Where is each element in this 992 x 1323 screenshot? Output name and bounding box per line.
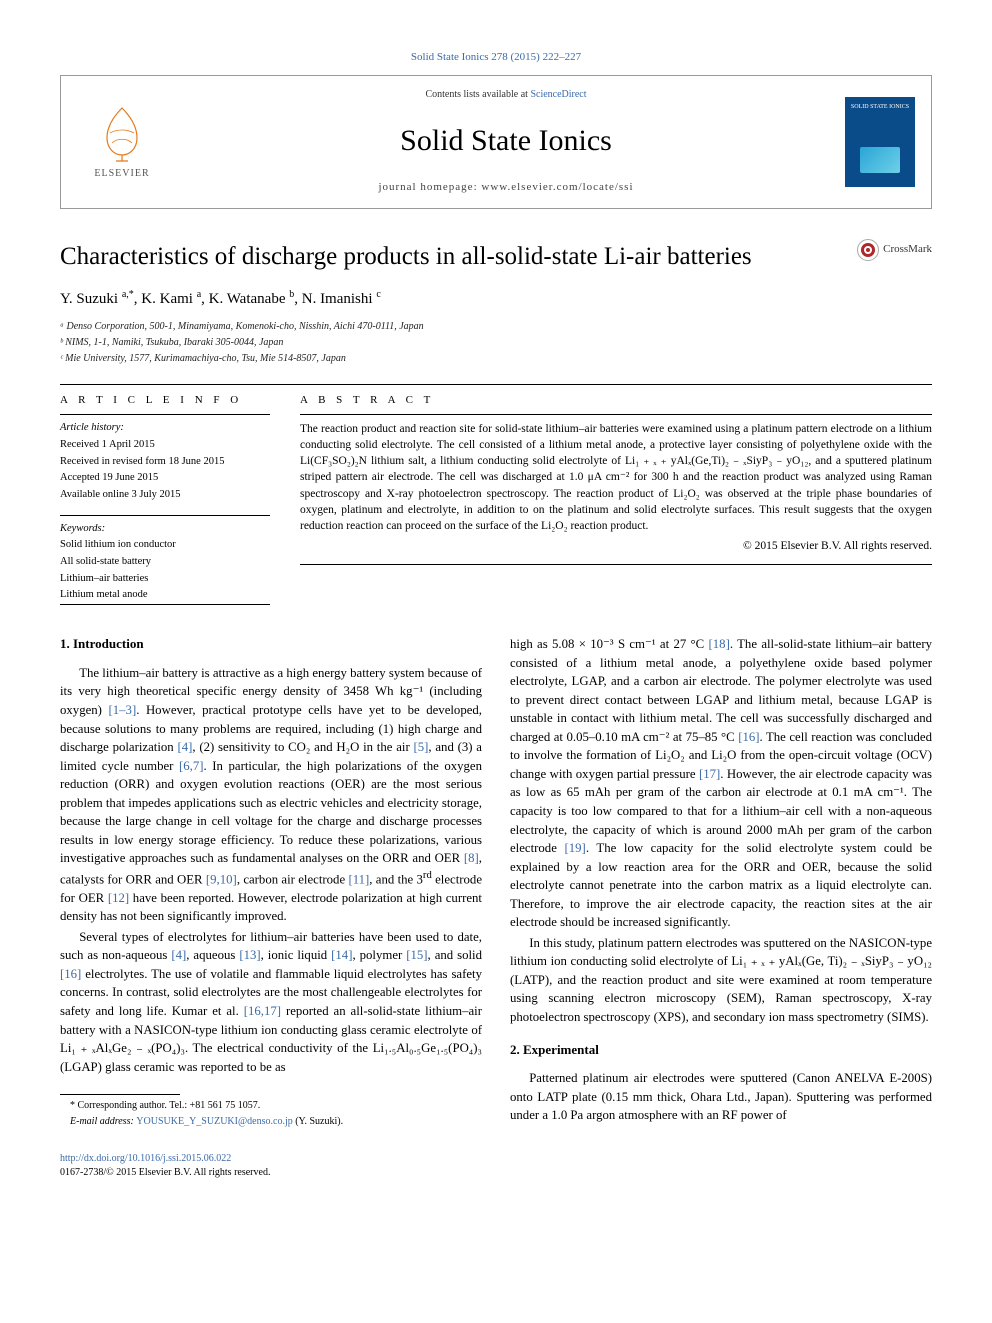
elsevier-tree-icon	[92, 103, 152, 163]
footnote-separator	[60, 1094, 180, 1095]
crossmark-icon	[857, 239, 879, 261]
email-label: E-mail address:	[70, 1116, 136, 1127]
keyword-1: Solid lithium ion conductor	[60, 538, 270, 553]
article-info-heading: A R T I C L E I N F O	[60, 393, 270, 415]
doi-link[interactable]: http://dx.doi.org/10.1016/j.ssi.2015.06.…	[60, 1153, 231, 1164]
elsevier-label: ELSEVIER	[94, 167, 149, 181]
keyword-2: All solid-state battery	[60, 555, 270, 570]
homepage-url: www.elsevier.com/locate/ssi	[481, 181, 633, 193]
journal-reference: Solid State Ionics 278 (2015) 222–227	[60, 50, 932, 65]
article-info-column: A R T I C L E I N F O Article history: R…	[60, 393, 270, 605]
affiliations: ᵃ Denso Corporation, 500-1, Minamiyama, …	[60, 320, 932, 366]
keyword-4: Lithium metal anode	[60, 588, 270, 603]
section-2-heading: 2. Experimental	[510, 1041, 932, 1060]
journal-homepage: journal homepage: www.elsevier.com/locat…	[167, 180, 845, 195]
intro-paragraph-4: In this study, platinum pattern electrod…	[510, 934, 932, 1027]
email-line: E-mail address: YOUSUKE_Y_SUZUKI@denso.c…	[60, 1115, 482, 1130]
abstract-copyright: © 2015 Elsevier B.V. All rights reserved…	[300, 538, 932, 554]
issn-copyright: 0167-2738/© 2015 Elsevier B.V. All right…	[60, 1167, 270, 1178]
email-suffix: (Y. Suzuki).	[293, 1116, 343, 1127]
corresponding-author: * Corresponding author. Tel.: +81 561 75…	[60, 1099, 482, 1114]
intro-paragraph-2: Several types of electrolytes for lithiu…	[60, 928, 482, 1076]
contents-prefix: Contents lists available at	[425, 89, 530, 100]
abstract-column: A B S T R A C T The reaction product and…	[300, 393, 932, 605]
author-email-link[interactable]: YOUSUKE_Y_SUZUKI@denso.co.jp	[136, 1116, 292, 1127]
elsevier-logo: ELSEVIER	[77, 97, 167, 187]
footnotes: * Corresponding author. Tel.: +81 561 75…	[60, 1099, 482, 1129]
article-history-label: Article history:	[60, 421, 270, 436]
keywords-label: Keywords:	[60, 522, 270, 537]
body-two-column: 1. Introduction The lithium–air battery …	[60, 635, 932, 1130]
history-online: Available online 3 July 2015	[60, 488, 270, 503]
abstract-heading: A B S T R A C T	[300, 393, 932, 415]
page-footer: http://dx.doi.org/10.1016/j.ssi.2015.06.…	[60, 1152, 932, 1180]
journal-name: Solid State Ionics	[167, 120, 845, 162]
author-list: Y. Suzuki a,*, K. Kami a, K. Watanabe b,…	[60, 288, 932, 310]
separator-rule	[60, 384, 932, 385]
crossmark-label: CrossMark	[883, 242, 932, 257]
contents-available-line: Contents lists available at ScienceDirec…	[167, 88, 845, 102]
sciencedirect-link[interactable]: ScienceDirect	[530, 89, 586, 100]
cover-graphic	[860, 147, 900, 173]
article-title: Characteristics of discharge products in…	[60, 239, 857, 274]
abstract-text: The reaction product and reaction site f…	[300, 421, 932, 534]
history-revised: Received in revised form 18 June 2015	[60, 455, 270, 470]
journal-cover-thumbnail: SOLID STATE IONICS	[845, 97, 915, 187]
experimental-paragraph-1: Patterned platinum air electrodes were s…	[510, 1069, 932, 1125]
history-received: Received 1 April 2015	[60, 438, 270, 453]
affiliation-a: ᵃ Denso Corporation, 500-1, Minamiyama, …	[60, 320, 932, 334]
affiliation-c: ᶜ Mie University, 1577, Kurimamachiya-ch…	[60, 352, 932, 366]
section-1-heading: 1. Introduction	[60, 635, 482, 654]
homepage-label: journal homepage:	[378, 181, 481, 193]
crossmark-badge[interactable]: CrossMark	[857, 239, 932, 261]
affiliation-b: ᵇ NIMS, 1-1, Namiki, Tsukuba, Ibaraki 30…	[60, 336, 932, 350]
intro-paragraph-3: high as 5.08 × 10⁻³ S cm⁻¹ at 27 °C [18]…	[510, 635, 932, 932]
abstract-bottom-rule	[300, 564, 932, 565]
intro-paragraph-1: The lithium–air battery is attractive as…	[60, 664, 482, 926]
history-accepted: Accepted 19 June 2015	[60, 471, 270, 486]
journal-header: ELSEVIER Contents lists available at Sci…	[60, 75, 932, 208]
cover-title: SOLID STATE IONICS	[851, 103, 909, 111]
keyword-3: Lithium–air batteries	[60, 572, 270, 587]
